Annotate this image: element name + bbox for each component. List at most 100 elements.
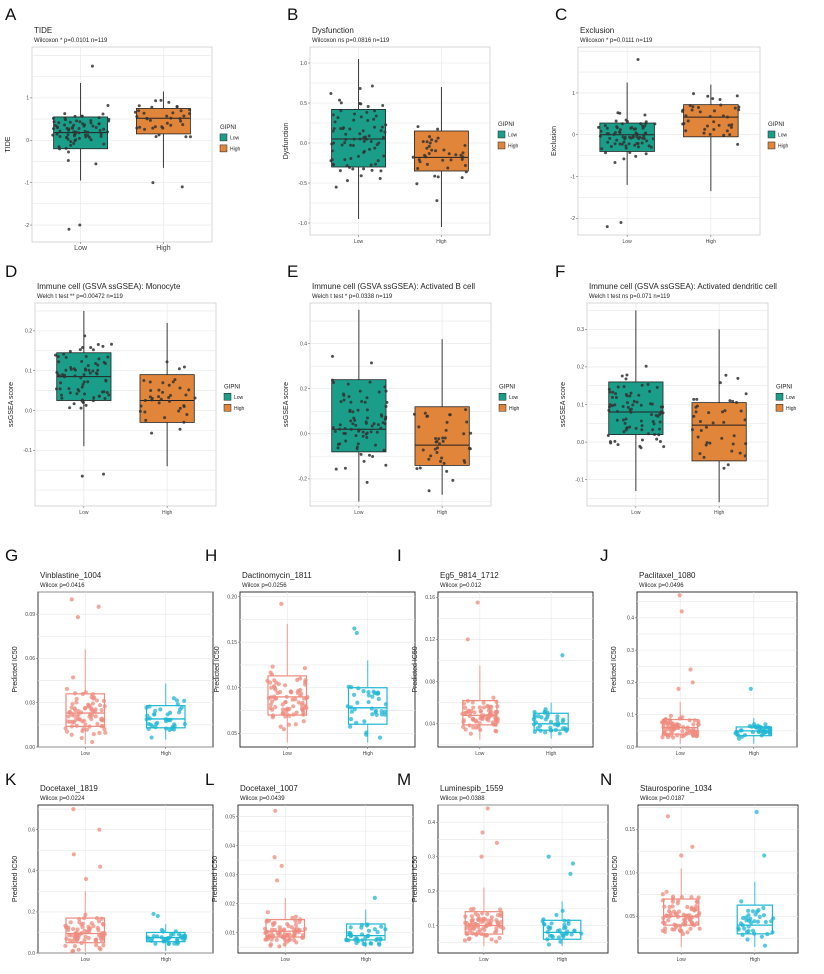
- data-point: [272, 920, 277, 926]
- data-point: [604, 151, 608, 155]
- data-point: [150, 105, 154, 109]
- data-point: [484, 923, 489, 929]
- data-point: [469, 918, 474, 923]
- data-point: [379, 426, 383, 430]
- y-tick-label: -1: [571, 174, 576, 180]
- data-point: [348, 127, 352, 131]
- data-point: [359, 174, 363, 178]
- data-point: [643, 124, 647, 128]
- data-point: [689, 895, 694, 900]
- data-point: [763, 919, 768, 925]
- y-tick-label: 0.05: [225, 814, 235, 820]
- data-point: [96, 368, 100, 372]
- data-point: [72, 123, 76, 127]
- data-point: [699, 428, 703, 432]
- legend-label: Low: [509, 395, 519, 401]
- data-point: [384, 416, 388, 420]
- data-point: [188, 135, 192, 139]
- data-point: [384, 404, 388, 408]
- data-point: [349, 143, 353, 147]
- panel-letter: L: [205, 770, 214, 789]
- data-point: [635, 400, 639, 404]
- data-point: [443, 436, 447, 440]
- data-point: [464, 930, 469, 935]
- data-point: [142, 378, 146, 382]
- panel-title: Luminespib_1559: [440, 784, 504, 793]
- panel-letter: I: [397, 546, 402, 565]
- data-point: [352, 707, 357, 712]
- panel-title: Staurosporine_1034: [640, 784, 713, 793]
- data-point: [480, 830, 485, 835]
- data-point: [83, 690, 88, 695]
- data-point: [730, 449, 734, 453]
- data-point: [89, 138, 93, 142]
- data-point: [467, 922, 472, 927]
- data-point: [412, 412, 416, 416]
- data-point: [625, 394, 629, 398]
- data-point: [723, 409, 727, 413]
- y-tick-label: 0.0: [25, 408, 32, 414]
- y-tick-label: 0.05: [227, 731, 237, 737]
- data-point: [691, 722, 696, 727]
- data-point: [441, 158, 445, 162]
- data-point: [383, 702, 388, 707]
- panel-b: B -1.0 -0.5 0.0 0.5 1.0 Dysfunction Wilcoxon ns…: [283, 5, 519, 245]
- data-point: [761, 905, 766, 911]
- y-tick-label: 0.20: [227, 594, 237, 600]
- data-point: [634, 426, 638, 430]
- data-point: [294, 710, 299, 715]
- data-point: [428, 141, 432, 145]
- data-point: [381, 421, 385, 425]
- data-point: [537, 723, 543, 729]
- data-point: [300, 700, 305, 706]
- data-point: [475, 600, 480, 605]
- data-point: [269, 927, 275, 932]
- data-point: [332, 127, 336, 131]
- data-point: [722, 466, 726, 470]
- data-point: [87, 724, 92, 729]
- data-point: [491, 695, 496, 700]
- legend-swatch-low: [767, 130, 776, 139]
- x-tick-label: High: [546, 751, 557, 757]
- data-point: [564, 727, 569, 732]
- data-point: [157, 133, 161, 137]
- data-point: [615, 138, 619, 142]
- panel-c: C -2 -1 0 1 Exclusion Wilcoxon * p=0.0111 n=11…: [551, 5, 789, 245]
- data-point: [69, 366, 73, 370]
- data-point: [167, 100, 171, 104]
- data-point: [161, 390, 165, 394]
- data-point: [468, 731, 473, 736]
- data-point: [288, 689, 294, 694]
- data-point: [664, 889, 669, 894]
- data-point: [726, 463, 730, 467]
- data-point: [303, 682, 308, 687]
- data-point: [365, 431, 369, 435]
- data-point: [343, 141, 347, 145]
- data-point: [481, 705, 487, 710]
- data-point: [705, 441, 709, 445]
- data-point: [731, 399, 735, 403]
- data-point: [164, 936, 170, 941]
- data-point: [273, 704, 278, 710]
- data-point: [66, 714, 71, 719]
- data-point: [137, 109, 141, 113]
- data-point: [742, 926, 747, 931]
- data-point: [548, 719, 554, 724]
- data-point: [668, 713, 673, 719]
- data-point: [460, 711, 465, 716]
- data-point: [93, 938, 98, 944]
- data-point: [71, 926, 76, 932]
- data-point: [360, 399, 364, 403]
- data-point: [96, 919, 102, 924]
- data-point: [365, 408, 369, 412]
- data-point: [712, 109, 716, 113]
- data-point: [356, 686, 361, 691]
- data-point: [298, 676, 303, 681]
- data-point: [274, 937, 279, 943]
- data-point: [81, 383, 85, 387]
- data-point: [738, 451, 742, 455]
- data-point: [461, 151, 465, 155]
- data-point: [620, 374, 624, 378]
- data-point: [761, 731, 766, 736]
- y-axis-label: Predicted IC50: [612, 856, 619, 902]
